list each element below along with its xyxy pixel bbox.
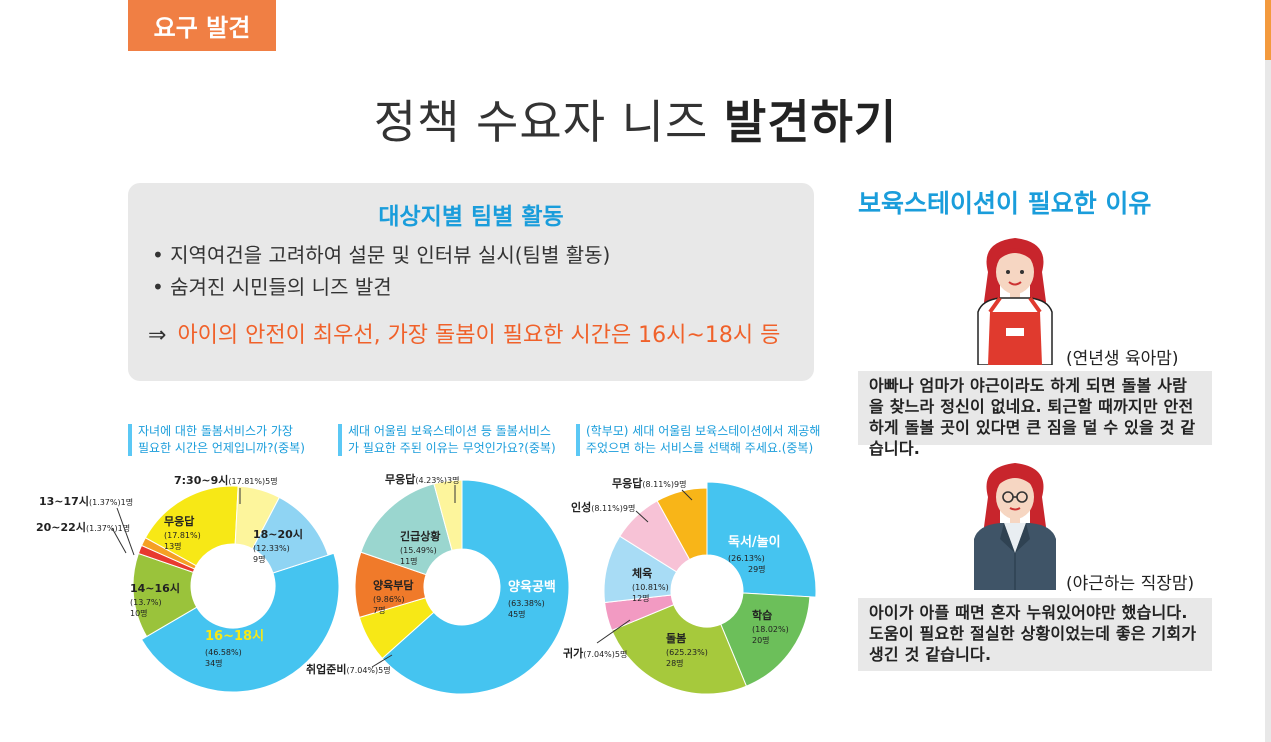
pie-slice	[720, 592, 811, 687]
conclusion-label: 아이의 안전이 최우선, 가장 돌봄이 필요한 시간은 16시~18시 등	[177, 323, 781, 348]
slice-label: 인성(8.11%)9명	[571, 500, 635, 514]
chart-care-time: 16~18시 (46.58%) 34명 14~16시 (13.7%) 10명 20~22시(…	[36, 474, 340, 693]
bullet-item: • 지역여건을 고려하여 설문 및 인터뷰 실시(팀별 활동)	[152, 243, 611, 267]
slice-label: 긴급상황 (15.49%) 11명	[400, 529, 440, 566]
slice-label: 20~22시(1.37%)1명	[36, 521, 130, 534]
person2-quote: 아이가 아플 때면 혼자 누워있어야만 했습니다. 도움이 필요한 절실한 상황…	[858, 598, 1212, 671]
question-3-line2: 주었으면 하는 서비스를 선택해 주세요.(중복)	[586, 441, 814, 455]
slice-label: 16~18시 (46.58%) 34명	[205, 629, 264, 668]
leader-line	[116, 507, 135, 556]
slice-label: 7:30~9시(17.81%)5명	[174, 474, 278, 487]
pie-slice	[140, 552, 340, 693]
slice-label: 귀가(7.04%)5명	[563, 646, 627, 660]
reasons-title: 보육스테이션이 필요한 이유	[858, 189, 1152, 218]
slice-label: 무응답 (17.81%) 13명	[164, 514, 201, 551]
slice-label: 14~16시 (13.7%) 10명	[130, 582, 180, 618]
pie-slice	[381, 479, 570, 695]
team-activity-title: 대상지별 팀별 활동	[378, 204, 564, 230]
question-2-header: 세대 어울림 보육스테이션 등 돌봄서비스 가 필요한 주된 이유는 무엇인가요…	[338, 423, 556, 457]
leader-line	[635, 510, 649, 523]
pie-slice	[251, 496, 329, 574]
person1-label: (연년생 육아맘)	[1066, 349, 1179, 369]
leader-line	[596, 619, 631, 644]
slice-label: 양육공백 (63.38%) 45명	[508, 579, 556, 619]
slice-label: 독서/놀이 (26.13%) 29명	[728, 534, 781, 574]
team-activity-bullets: • 지역여건을 고려하여 설문 및 인터뷰 실시(팀별 활동) • 숨겨진 시민…	[152, 239, 610, 303]
page-title: 정책 수요자 니즈 발견하기	[0, 86, 1271, 152]
section-tag: 요구 발견	[128, 0, 276, 51]
mother-avatar-icon	[977, 238, 1053, 365]
pie-slice	[656, 487, 708, 561]
slice-label: 무응답(8.11%)9명	[612, 476, 686, 490]
bullet-item: • 숨겨진 시민들의 니즈 발견	[152, 275, 392, 299]
team-activity-box: 대상지별 팀별 활동 • 지역여건을 고려하여 설문 및 인터뷰 실시(팀별 활…	[128, 183, 814, 381]
pie-slice	[706, 481, 817, 598]
question-2-line2: 가 필요한 주된 이유는 무엇인가요?(중복)	[348, 441, 556, 455]
slice-label: 학습 (18.02%) 20명	[752, 608, 789, 645]
arrow-icon: ⇒	[148, 323, 167, 348]
edge-accent-bar	[1265, 0, 1271, 742]
question-1-line1: 자녀에 대한 돌봄서비스가 가장	[138, 424, 293, 438]
slice-label: 돌봄 (625.23%) 28명	[666, 631, 708, 668]
slice-label: 13~17시(1.37%)1명	[39, 495, 133, 508]
slice-label: 18~20시 (12.33%) 9명	[253, 528, 303, 564]
slice-label: 취업준비(7.04%)5명	[306, 662, 391, 676]
question-1-header: 자녀에 대한 돌봄서비스가 가장 필요한 시간은 언제입니까?(중복)	[128, 423, 305, 457]
conclusion-text: ⇒ 아이의 안전이 최우선, 가장 돌봄이 필요한 시간은 16시~18시 등	[148, 317, 780, 349]
working-mom-avatar-icon	[974, 463, 1056, 590]
slice-label: 양육부담 (9.86%) 7명	[373, 578, 413, 615]
question-2-line1: 세대 어울림 보육스테이션 등 돌봄서비스	[348, 424, 551, 438]
leader-line	[111, 527, 127, 554]
slice-label: 무응답(4.23%)3명	[385, 472, 459, 486]
pie-slice	[144, 485, 239, 567]
leader-line	[681, 489, 693, 501]
question-3-header: (학부모) 세대 어울림 보육스테이션에서 제공해 주었으면 하는 서비스를 선…	[576, 423, 820, 457]
page-title-light: 정책 수요자 니즈	[373, 95, 724, 149]
person1-quote: 아빠나 엄마가 야근이라도 하게 되면 돌볼 사람을 찾느라 정신이 없네요. …	[858, 371, 1212, 458]
question-1-line2: 필요한 시간은 언제입니까?(중복)	[138, 441, 305, 455]
leader-line	[371, 654, 393, 668]
question-3-line1: (학부모) 세대 어울림 보육스테이션에서 제공해	[586, 424, 821, 438]
pie-slice	[611, 604, 748, 695]
slice-label: 체육 (10.81%) 12명	[632, 566, 669, 603]
person2-label: (야근하는 직장맘)	[1066, 574, 1195, 594]
pie-slice	[360, 483, 453, 576]
page-title-bold: 발견하기	[723, 95, 898, 149]
